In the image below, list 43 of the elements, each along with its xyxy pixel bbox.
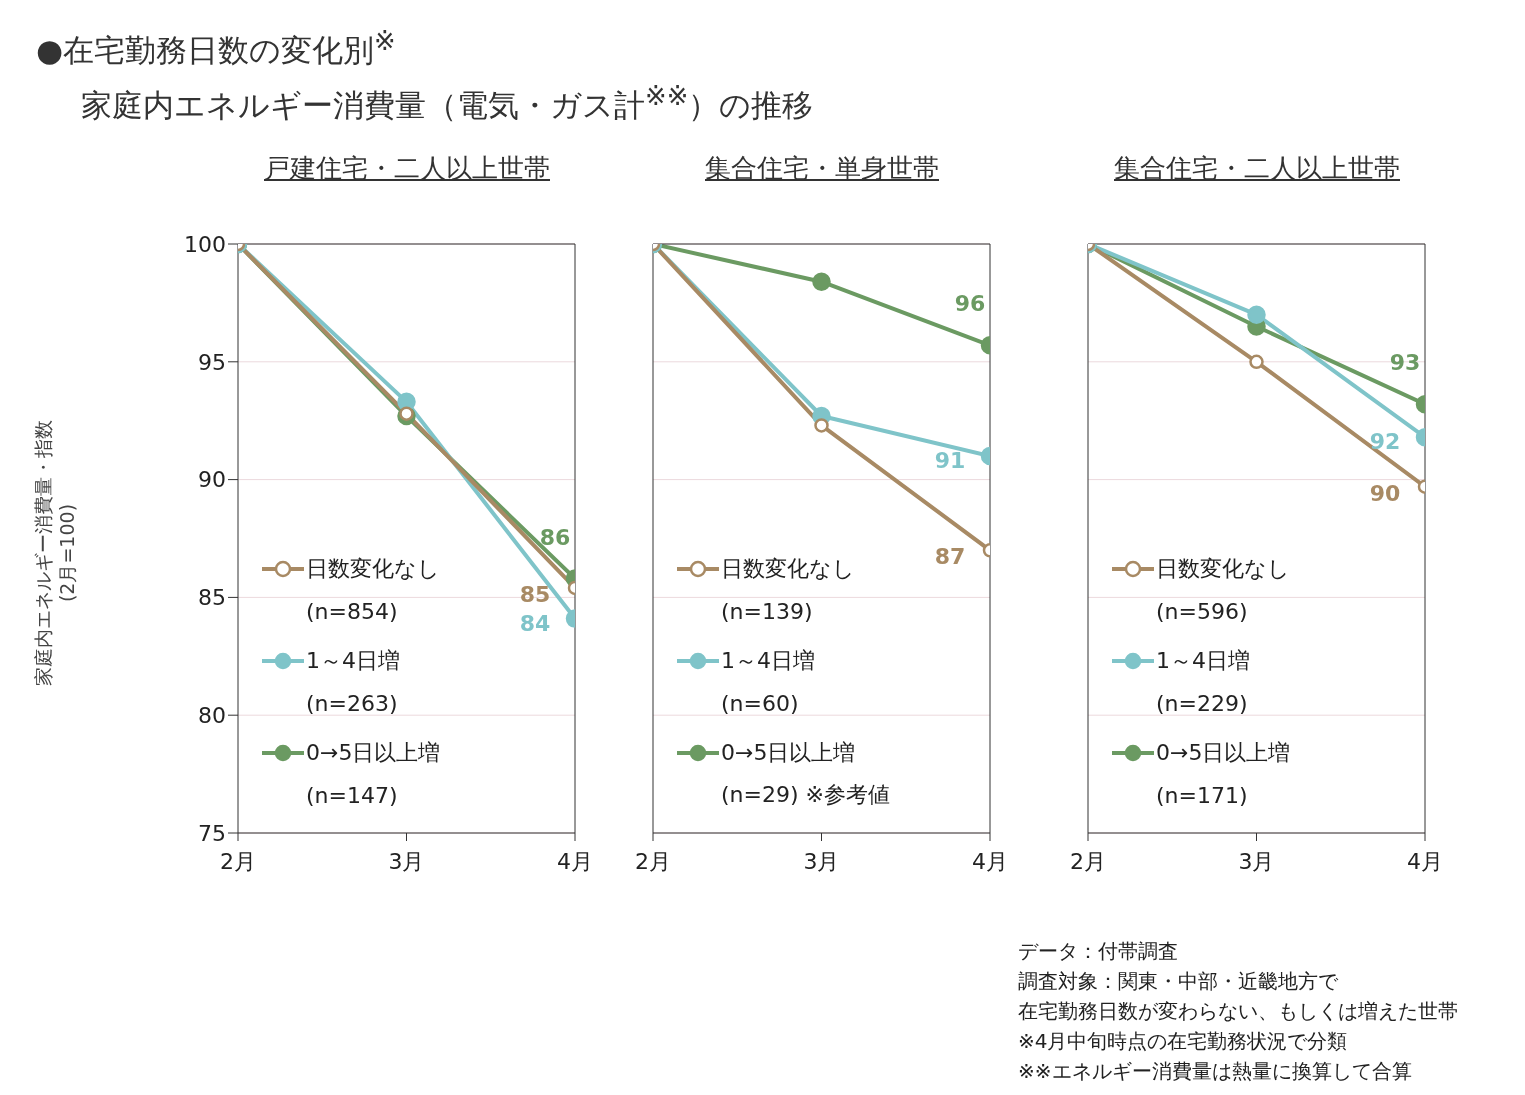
legend-label: 1～4日増 (n=229) xyxy=(1156,647,1250,716)
data-label: 87 xyxy=(934,544,966,570)
data-label: 92 xyxy=(1369,429,1401,455)
text: データ：付帯調査 xyxy=(1018,938,1179,965)
data-label: 93 xyxy=(1389,350,1421,376)
y-tick-label: 90 xyxy=(198,467,226,493)
legend-label: 日数変化なし (n=596) xyxy=(1156,555,1290,624)
chart-subtitle: 戸建住宅・二人以上世帯 xyxy=(263,152,551,185)
y-tick-label: 85 xyxy=(198,585,226,611)
legend-label: 1～4日増 (n=263) xyxy=(306,647,400,716)
data-label: 91 xyxy=(934,448,966,474)
text: ※※エネルギー消費量は熱量に換算して合算 xyxy=(1018,1058,1413,1085)
data-label: 96 xyxy=(954,291,986,317)
x-tick-label: 2月 xyxy=(220,848,256,874)
text: 在宅勤務日数が変わらない、もしくは増えた世帯 xyxy=(1018,998,1458,1025)
data-label: 90 xyxy=(1369,480,1401,506)
x-tick-label: 4月 xyxy=(972,848,1008,874)
y-tick-label: 100 xyxy=(184,231,226,257)
legend-label: 日数変化なし (n=139) xyxy=(721,555,855,624)
x-tick-label: 2月 xyxy=(635,848,671,874)
x-tick-label: 4月 xyxy=(557,848,593,874)
data-label: 86 xyxy=(539,524,571,550)
y-tick-label: 75 xyxy=(198,820,226,846)
x-tick-label: 3月 xyxy=(803,848,840,874)
x-tick-label: 3月 xyxy=(1238,848,1275,874)
legend-label: 0→5日以上増 (n=171) xyxy=(1156,739,1291,808)
legend-label: 日数変化なし (n=854) xyxy=(306,555,440,624)
chart-subtitle: 集合住宅・単身世帯 xyxy=(704,152,940,185)
text: 調査対象：関東・中部・近畿地方で xyxy=(1018,968,1339,995)
data-label: 84 xyxy=(519,610,551,636)
legend-label: 0→5日以上増 (n=147) xyxy=(306,739,441,808)
y-tick-label: 95 xyxy=(198,349,226,375)
legend-label: 0→5日以上増 (n=29) ※参考値 xyxy=(721,739,890,809)
chart-subtitle: 集合住宅・二人以上世帯 xyxy=(1113,152,1401,185)
x-tick-label: 2月 xyxy=(1070,848,1106,874)
y-axis-title: 家庭内エネルギー消費量・指数 (2月=100) xyxy=(32,420,78,686)
y-tick-label: 80 xyxy=(198,703,226,729)
text: ※4月中旬時点の在宅勤務状況で分類 xyxy=(1018,1028,1349,1055)
data-label: 85 xyxy=(519,581,551,607)
x-tick-label: 3月 xyxy=(388,848,425,874)
legend-label: 1～4日増 (n=60) xyxy=(721,647,815,716)
x-tick-label: 4月 xyxy=(1407,848,1443,874)
chart-title: ●在宅勤務日数の変化別$^{※}$ 家庭内エネルギー消費量（電気・ガス計$^{※※}$）の推移 xyxy=(36,26,814,124)
